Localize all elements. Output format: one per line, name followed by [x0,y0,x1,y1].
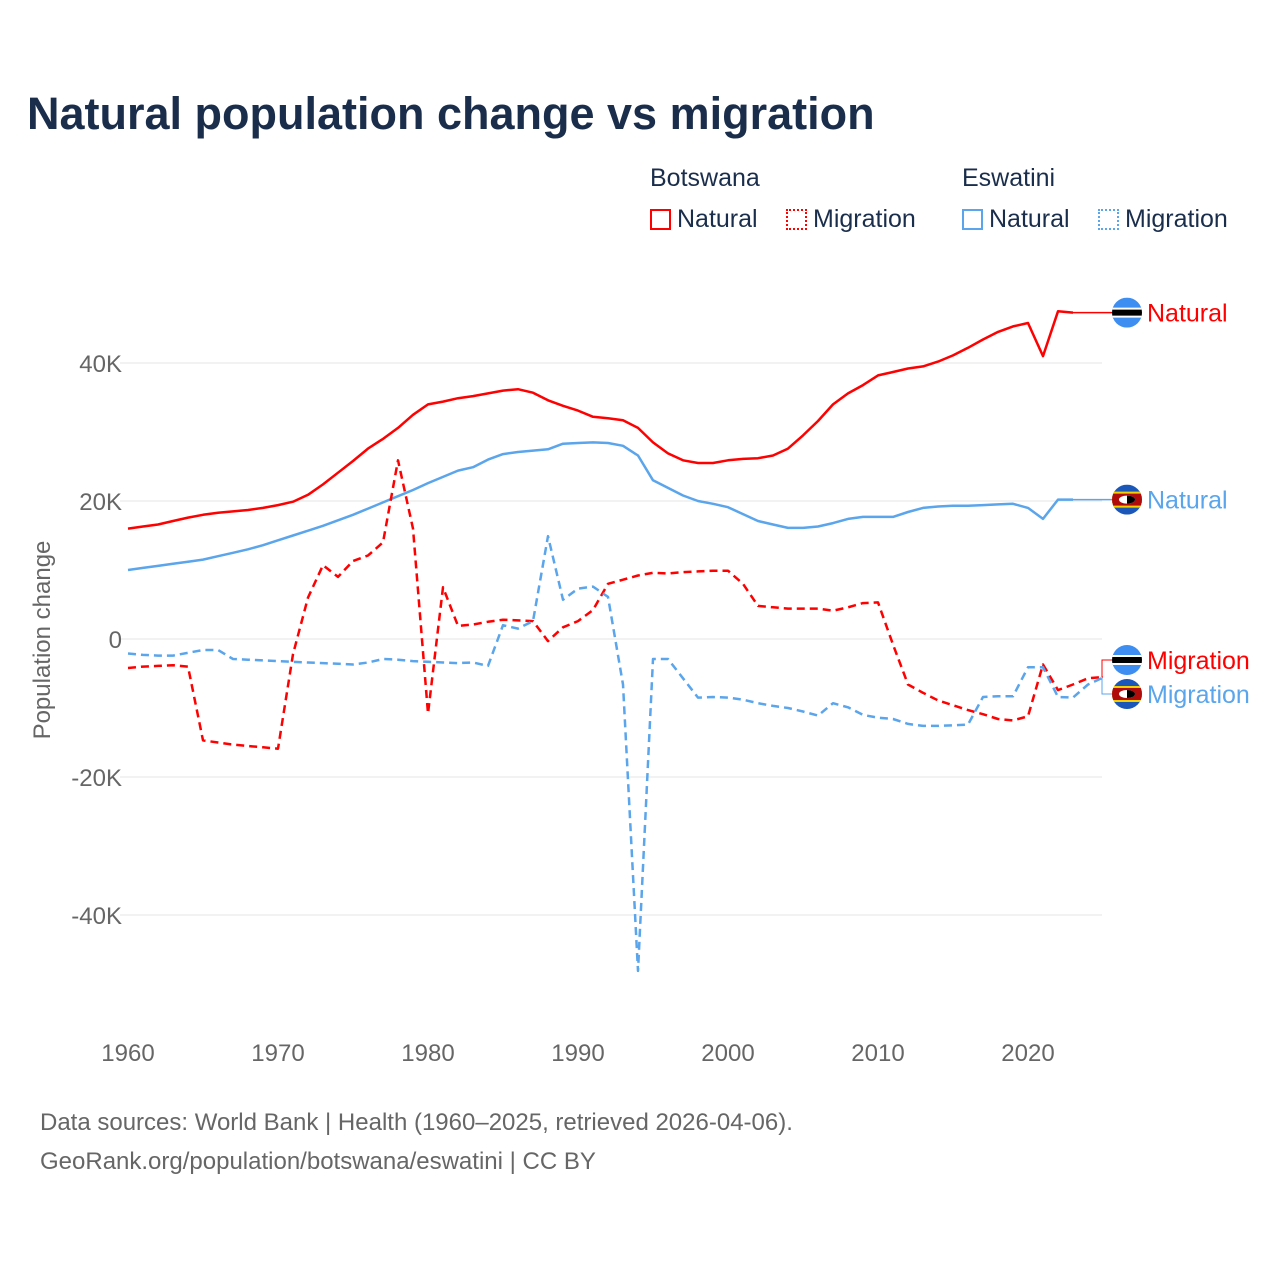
x-tick-label: 2020 [1001,1040,1054,1067]
legend-eswatini-natural[interactable]: Natural [962,205,1070,234]
legend-label: Migration [1125,205,1228,233]
botswana-flag-icon [1112,297,1142,328]
y-tick-label: 20K [79,489,122,516]
y-axis-label: Population change [29,541,56,740]
legend-group-eswatini: Eswatini [962,164,1056,192]
eswatini-flag-icon [1112,484,1142,515]
chart-title: Natural population change vs migration [27,88,875,139]
footer-source: Data sources: World Bank | Health (1960–… [40,1109,793,1136]
legend-swatch [650,209,671,230]
x-tick-label: 2000 [701,1040,754,1067]
series-line-eswatini-natural [127,441,1073,572]
series-line-eswatini-migration [127,534,1104,973]
legend-label: Natural [989,205,1070,233]
label-connector [1101,677,1112,695]
end-label: Natural [1147,300,1228,328]
legend-swatch [962,209,983,230]
end-label: Migration [1147,681,1250,709]
y-tick-label: 0 [109,627,122,654]
series-line-botswana-natural [127,310,1074,530]
eswatini-flag-icon [1112,679,1142,709]
legend-eswatini-migration[interactable]: Migration [1098,205,1228,234]
legend-swatch [786,209,807,230]
series-line-botswana-migration [127,459,1104,750]
botswana-flag-icon [1112,645,1142,675]
x-tick-label: 1990 [551,1040,604,1067]
end-label: Migration [1147,647,1250,675]
x-tick-label: 1980 [401,1040,454,1067]
y-tick-label: 40K [79,351,122,378]
y-tick-label: -20K [71,765,122,792]
footer-link[interactable]: GeoRank.org/population/botswana/eswatini… [40,1148,596,1175]
legend-botswana-natural[interactable]: Natural [650,205,758,234]
legend-group-botswana: Botswana [650,164,760,192]
end-label: Natural [1147,487,1228,515]
legend-botswana-migration[interactable]: Migration [786,205,916,234]
legend-label: Migration [813,205,916,233]
label-connector [1101,659,1112,678]
legend-swatch [1098,209,1119,230]
y-tick-label: -40K [71,903,122,930]
x-tick-label: 1960 [101,1040,154,1067]
x-tick-label: 1970 [251,1040,304,1067]
legend-label: Natural [677,205,758,233]
x-tick-label: 2010 [851,1040,904,1067]
